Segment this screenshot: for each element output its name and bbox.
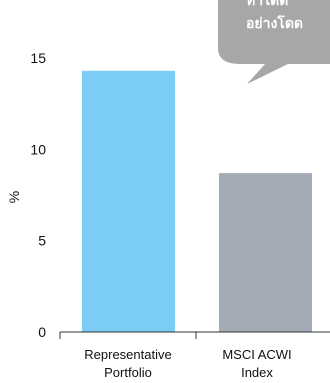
- y-axis-label: %: [6, 191, 22, 203]
- y-tick-label-3: 15: [30, 50, 46, 66]
- callout-shape: [218, 0, 330, 84]
- bars: [82, 71, 312, 332]
- x-category-label-1-line-1: MSCI ACWI: [222, 347, 291, 362]
- y-tick-label-2: 10: [30, 141, 46, 157]
- callout-bubble: ทำได้ดี อย่างโดด: [218, 0, 330, 84]
- callout-line-1: ทำได้ดี: [246, 0, 288, 9]
- x-category-label-1-line-2: Index: [241, 365, 273, 380]
- y-tick-label-0: 0: [38, 324, 46, 340]
- bar-representative-portfolio: [82, 71, 175, 332]
- x-category-labels: Representative Portfolio MSCI ACWI Index: [84, 347, 291, 380]
- y-tick-label-1: 5: [38, 233, 46, 249]
- y-axis-ticks: 0 5 10 15: [30, 50, 46, 340]
- x-category-label-0-line-2: Portfolio: [104, 365, 152, 380]
- x-category-label-0-line-1: Representative: [84, 347, 171, 362]
- bar-msci-acwi-index: [219, 173, 312, 332]
- callout-line-2: อย่างโดด: [246, 14, 303, 32]
